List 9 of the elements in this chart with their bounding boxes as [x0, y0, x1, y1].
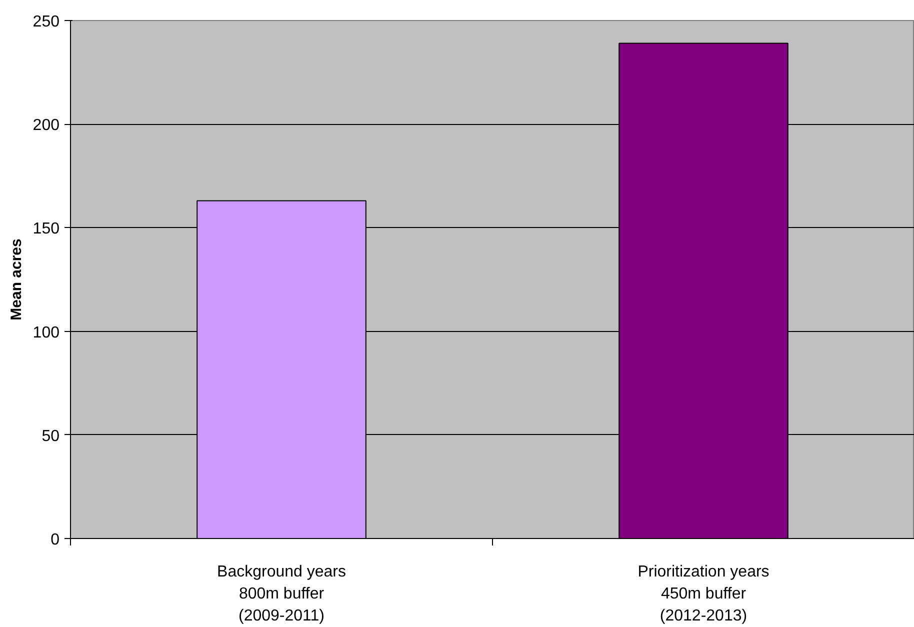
- y-tick-label: 100: [32, 324, 60, 342]
- y-tick-label: 250: [32, 14, 60, 30]
- y-tick-label: 150: [32, 220, 60, 238]
- y-tick-label: 50: [42, 428, 60, 445]
- y-tick-label: 200: [32, 117, 60, 134]
- x-tick-label: Background years 800m buffer (2009-2011): [217, 564, 346, 625]
- x-tick-label: Prioritization years 450m buffer (2012-2013): [638, 564, 770, 625]
- y-axis-title: Mean acres: [8, 238, 25, 320]
- y-tick-label: 0: [50, 532, 60, 548]
